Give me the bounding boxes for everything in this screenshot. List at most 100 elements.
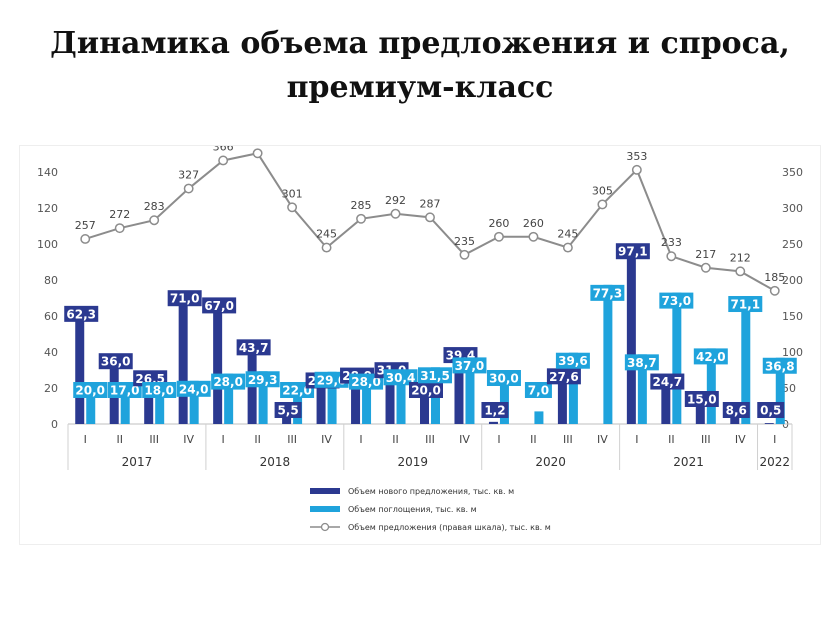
- absorption-data-label-box: [73, 382, 108, 398]
- absorption-data-label: 18,0: [144, 384, 174, 398]
- y-right-tick-label: 250: [782, 238, 803, 251]
- y-right-tick-label: 100: [782, 346, 803, 359]
- new-supply-data-label-box: [98, 353, 133, 370]
- absorption-data-label-box: [590, 284, 625, 301]
- supply-line-marker: [218, 155, 229, 166]
- chart: 020406080100120140050100150200250300350I…: [37, 146, 803, 532]
- supply-line-data-label: 272: [109, 208, 130, 221]
- supply-line-data-label: 327: [178, 169, 199, 182]
- x-category-label: III: [563, 433, 573, 446]
- new-supply-bar: [316, 378, 326, 424]
- supply-line-marker: [562, 242, 573, 253]
- x-category-label: II: [116, 433, 123, 446]
- year-label: 2017: [122, 455, 153, 469]
- supply-line-marker: [80, 234, 91, 244]
- supply-line: [80, 148, 780, 296]
- new-supply-data-label-box: [722, 402, 750, 418]
- absorption-data-label: 30,0: [489, 372, 519, 386]
- new-supply-bar: [488, 421, 498, 424]
- absorption-bar: [396, 369, 406, 424]
- supply-line-data-label: 305: [592, 184, 613, 197]
- supply-line-marker: [494, 231, 504, 242]
- absorption-data-label-box: [728, 296, 763, 313]
- absorption-data-label: 37,0: [455, 359, 485, 373]
- absorption-data-label: 31,5: [420, 369, 450, 383]
- x-category-label: II: [254, 433, 261, 446]
- absorption-data-label-box: [624, 354, 659, 371]
- supply-line-data-label: 366: [213, 146, 234, 153]
- new-supply-data-label-box: [684, 391, 719, 407]
- y-left-tick-label: 40: [44, 346, 58, 359]
- absorption-bar: [706, 348, 716, 424]
- new-supply-data-label: 43,7: [239, 341, 269, 355]
- supply-line-marker: [735, 266, 746, 277]
- chart-card: 020406080100120140050100150200250300350I…: [20, 146, 820, 544]
- x-category-label: I: [773, 433, 776, 446]
- new-supply-data-label-box: [650, 373, 685, 390]
- new-supply-data-label: 36,0: [101, 355, 131, 369]
- x-category-label: III: [425, 433, 435, 446]
- new-supply-data-label: 1,2: [484, 404, 505, 418]
- absorption-data-label: 73,0: [662, 294, 692, 308]
- absorption-data-label: 71,1: [730, 298, 760, 312]
- absorption-bar: [224, 373, 234, 424]
- new-supply-bar: [282, 414, 292, 424]
- new-supply-bar: [178, 296, 188, 424]
- year-label: 2020: [535, 455, 566, 469]
- year-label: 2018: [260, 455, 291, 469]
- new-supply-data-label-box: [274, 402, 302, 418]
- absorption-data-label-box: [211, 373, 246, 390]
- new-supply-bar: [385, 368, 395, 424]
- new-supply-bar: [351, 373, 361, 424]
- absorption-data-label: 42,0: [696, 350, 726, 364]
- new-supply-data-label: 15,0: [687, 393, 717, 407]
- absorption-bar: [637, 354, 647, 424]
- supply-line-data-label: 260: [523, 217, 544, 230]
- absorption-bar: [362, 373, 372, 424]
- year-label: 2021: [673, 455, 704, 469]
- y-left-tick-label: 80: [44, 274, 58, 287]
- page-title: Динамика объема предложения и спроса, пр…: [0, 22, 840, 110]
- absorption-data-label: 77,3: [593, 286, 623, 300]
- y-left-tick-label: 0: [51, 418, 58, 431]
- supply-line-marker: [769, 285, 780, 296]
- x-category-label: IV: [321, 433, 332, 446]
- supply-line-marker: [597, 199, 608, 210]
- new-supply-data-label: 97,1: [618, 245, 648, 259]
- x-category-label: II: [530, 433, 537, 446]
- absorption-data-label-box: [762, 357, 797, 374]
- y-left-tick-label: 60: [44, 310, 58, 323]
- new-supply-data-label: 27,6: [549, 370, 579, 384]
- new-supply-bar: [75, 311, 85, 424]
- absorption-bar: [120, 393, 130, 424]
- absorption-data-label: 30,4: [386, 371, 416, 385]
- supply-line-marker: [149, 215, 160, 226]
- y-left-tick-label: 20: [44, 382, 58, 395]
- absorption-data-label: 22,0: [282, 384, 312, 398]
- supply-line-data-label: 292: [385, 194, 406, 207]
- absorption-data-label-box: [418, 367, 452, 384]
- supply-line-marker: [459, 249, 470, 260]
- absorption-data-label-box: [142, 382, 177, 398]
- y-right-tick-label: 150: [782, 310, 803, 323]
- absorption-data-label: 24,0: [179, 382, 209, 396]
- absorption-data-label: 39,6: [558, 354, 588, 368]
- x-category-label: I: [222, 433, 225, 446]
- new-supply-data-label-box: [757, 402, 785, 418]
- new-supply-data-label: 20,0: [411, 384, 441, 398]
- x-category-label: III: [701, 433, 711, 446]
- absorption-bar: [603, 284, 613, 424]
- supply-line-marker: [287, 202, 298, 213]
- new-supply-data-label-box: [236, 339, 271, 356]
- x-category-label: II: [668, 433, 675, 446]
- supply-line-data-label: 283: [144, 200, 165, 213]
- absorption-data-label-box: [486, 370, 521, 386]
- supply-line-marker: [183, 183, 194, 194]
- new-supply-data-label: 0,5: [760, 404, 781, 418]
- absorption-data-label-box: [452, 357, 487, 374]
- supply-line-marker: [114, 223, 125, 234]
- absorption-bar: [499, 370, 509, 424]
- supply-line-marker: [528, 231, 539, 242]
- year-label: 2022: [759, 455, 790, 469]
- x-category-label: IV: [183, 433, 194, 446]
